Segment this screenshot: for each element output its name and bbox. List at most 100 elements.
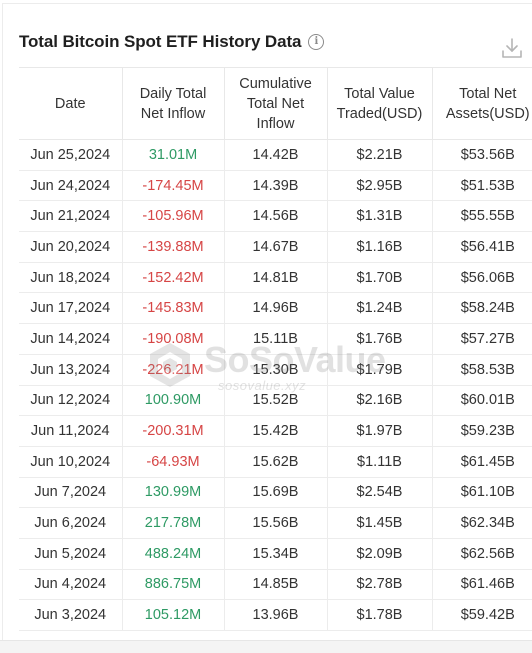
cell-daily-net-inflow: -226.21M [121, 354, 224, 386]
cell-date: Jun 20,2024 [19, 231, 122, 263]
table-row[interactable]: Jun 7,2024 130.99M 15.69B $2.54B $61.10B [19, 477, 532, 509]
cell-total-net-assets: $58.53B [431, 354, 532, 386]
cell-date: Jun 14,2024 [19, 323, 122, 355]
cell-daily-net-inflow: -190.08M [121, 323, 224, 355]
cell-total-value-traded: $2.78B [326, 569, 432, 601]
cell-total-net-assets: $58.24B [431, 292, 532, 325]
cell-cumulative-net-inflow: 14.81B [223, 262, 327, 294]
cell-date: Jun 6,2024 [19, 507, 122, 539]
cell-total-value-traded: $1.76B [326, 323, 432, 355]
cell-total-net-assets: $56.41B [431, 231, 532, 263]
cell-total-value-traded: $2.95B [326, 170, 432, 202]
cell-date: Jun 24,2024 [19, 170, 122, 202]
etf-history-card: Total Bitcoin Spot ETF History Data i Da… [2, 3, 532, 640]
cell-daily-net-inflow: -105.96M [121, 200, 224, 233]
cell-daily-net-inflow: 886.75M [121, 569, 224, 601]
cell-cumulative-net-inflow: 15.42B [223, 415, 327, 447]
table-row[interactable]: Jun 3,2024 105.12M 13.96B $1.78B $59.42B [19, 599, 532, 631]
etf-history-table-wrapper[interactable]: Date Daily Total Net Inflow Cumulative T… [19, 67, 532, 631]
cell-cumulative-net-inflow: 15.30B [223, 354, 327, 386]
download-icon[interactable] [500, 36, 524, 60]
column-header-total-value-traded: Total Value Traded(USD) [326, 67, 432, 140]
table-row[interactable]: Jun 25,2024 31.01M 14.42B $2.21B $53.56B [19, 139, 532, 171]
cell-total-net-assets: $62.56B [431, 538, 532, 570]
table-row[interactable]: Jun 6,2024 217.78M 15.56B $1.45B $62.34B [19, 507, 532, 539]
cell-cumulative-net-inflow: 14.85B [223, 569, 327, 601]
cell-cumulative-net-inflow: 14.67B [223, 231, 327, 263]
cell-date: Jun 25,2024 [19, 139, 122, 171]
cell-total-value-traded: $2.21B [326, 139, 432, 171]
table-row[interactable]: Jun 13,2024 -226.21M 15.30B $1.79B $58.53B [19, 354, 532, 386]
horizontal-scrollbar[interactable] [0, 640, 532, 653]
table-header-row: Date Daily Total Net Inflow Cumulative T… [19, 67, 532, 140]
table-row[interactable]: Jun 20,2024 -139.88M 14.67B $1.16B $56.41B [19, 231, 532, 263]
cell-date: Jun 11,2024 [19, 415, 122, 447]
cell-daily-net-inflow: -152.42M [121, 262, 224, 294]
cell-total-net-assets: $59.42B [431, 599, 532, 631]
cell-daily-net-inflow: -200.31M [121, 415, 224, 447]
cell-cumulative-net-inflow: 14.39B [223, 170, 327, 202]
cell-cumulative-net-inflow: 14.42B [223, 139, 327, 171]
cell-total-net-assets: $61.10B [431, 477, 532, 509]
cell-total-net-assets: $57.27B [431, 323, 532, 355]
cell-cumulative-net-inflow: 15.11B [223, 323, 327, 355]
cell-total-net-assets: $59.23B [431, 415, 532, 447]
cell-date: Jun 4,2024 [19, 569, 122, 601]
cell-total-value-traded: $1.70B [326, 262, 432, 294]
table-row[interactable]: Jun 10,2024 -64.93M 15.62B $1.11B $61.45B [19, 446, 532, 478]
cell-daily-net-inflow: 130.99M [121, 477, 224, 509]
cell-total-value-traded: $1.79B [326, 354, 432, 386]
cell-daily-net-inflow: 105.12M [121, 599, 224, 631]
card-header: Total Bitcoin Spot ETF History Data i [19, 27, 325, 57]
cell-total-value-traded: $2.16B [326, 385, 432, 417]
cell-total-value-traded: $1.24B [326, 292, 432, 325]
cell-total-net-assets: $56.06B [431, 262, 532, 294]
table-row[interactable]: Jun 14,2024 -190.08M 15.11B $1.76B $57.27B [19, 323, 532, 355]
table-row[interactable]: Jun 18,2024 -152.42M 14.81B $1.70B $56.06B [19, 262, 532, 294]
cell-total-net-assets: $61.45B [431, 446, 532, 478]
table-row[interactable]: Jun 11,2024 -200.31M 15.42B $1.97B $59.23B [19, 415, 532, 447]
cell-total-value-traded: $2.09B [326, 538, 432, 570]
card-title: Total Bitcoin Spot ETF History Data [19, 32, 302, 51]
table-row[interactable]: Jun 24,2024 -174.45M 14.39B $2.95B $51.53B [19, 170, 532, 202]
cell-cumulative-net-inflow: 15.56B [223, 507, 327, 539]
cell-date: Jun 18,2024 [19, 262, 122, 294]
table-row[interactable]: Jun 5,2024 488.24M 15.34B $2.09B $62.56B [19, 538, 532, 570]
table-row[interactable]: Jun 12,2024 100.90M 15.52B $2.16B $60.01B [19, 385, 532, 417]
column-header-date: Date [19, 67, 122, 140]
info-icon[interactable]: i [308, 34, 325, 50]
cell-cumulative-net-inflow: 14.96B [223, 292, 327, 325]
cell-total-value-traded: $1.45B [326, 507, 432, 539]
cell-daily-net-inflow: -139.88M [121, 231, 224, 263]
column-header-cumulative-net-inflow: Cumulative Total Net Inflow [223, 67, 327, 140]
cell-total-net-assets: $60.01B [431, 385, 532, 417]
cell-date: Jun 10,2024 [19, 446, 122, 478]
cell-daily-net-inflow: -64.93M [121, 446, 224, 478]
cell-total-value-traded: $1.31B [326, 200, 432, 233]
cell-total-net-assets: $61.46B [431, 569, 532, 601]
cell-total-net-assets: $51.53B [431, 170, 532, 202]
cell-cumulative-net-inflow: 15.69B [223, 477, 327, 509]
cell-total-value-traded: $1.16B [326, 231, 432, 263]
cell-cumulative-net-inflow: 15.52B [223, 385, 327, 417]
cell-date: Jun 3,2024 [19, 599, 122, 631]
table-row[interactable]: Jun 4,2024 886.75M 14.85B $2.78B $61.46B [19, 569, 532, 601]
cell-cumulative-net-inflow: 13.96B [223, 599, 327, 631]
cell-daily-net-inflow: 31.01M [121, 139, 224, 171]
cell-total-value-traded: $1.11B [326, 446, 432, 478]
cell-cumulative-net-inflow: 15.34B [223, 538, 327, 570]
table-body: Jun 25,2024 31.01M 14.42B $2.21B $53.56B Jun … [19, 139, 532, 631]
table-row[interactable]: Jun 17,2024 -145.83M 14.96B $1.24B $58.24B [19, 292, 532, 325]
cell-cumulative-net-inflow: 14.56B [223, 200, 327, 233]
column-header-daily-net-inflow: Daily Total Net Inflow [121, 67, 224, 140]
cell-date: Jun 5,2024 [19, 538, 122, 570]
cell-total-net-assets: $55.55B [431, 200, 532, 233]
cell-date: Jun 21,2024 [19, 200, 122, 233]
cell-daily-net-inflow: -174.45M [121, 170, 224, 202]
cell-total-value-traded: $1.78B [326, 599, 432, 631]
cell-total-net-assets: $53.56B [431, 139, 532, 171]
table-row[interactable]: Jun 21,2024 -105.96M 14.56B $1.31B $55.55B [19, 200, 532, 233]
cell-total-value-traded: $2.54B [326, 477, 432, 509]
cell-daily-net-inflow: 217.78M [121, 507, 224, 539]
cell-date: Jun 17,2024 [19, 292, 122, 325]
